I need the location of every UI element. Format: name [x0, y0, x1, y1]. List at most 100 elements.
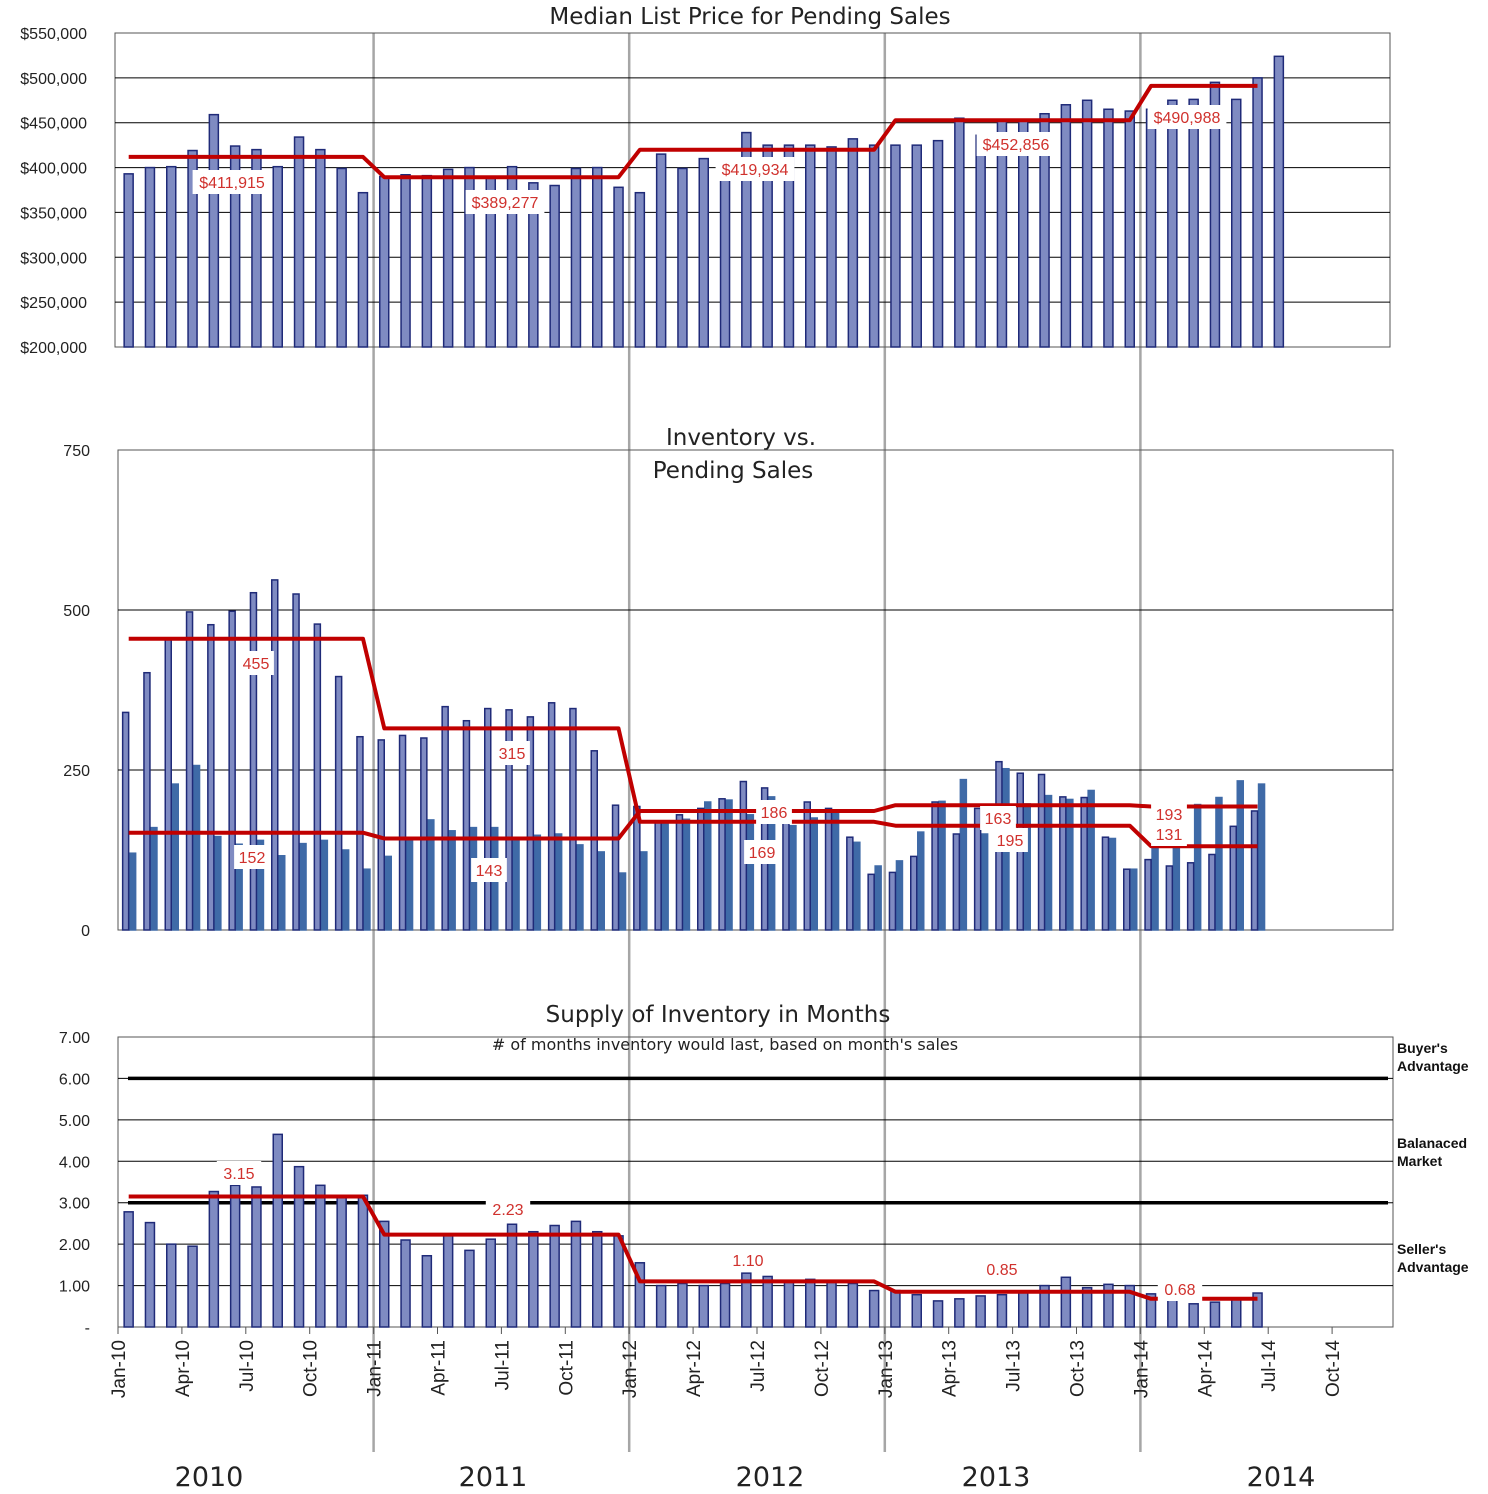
pending-bar — [1087, 789, 1095, 931]
inventory-bar — [547, 702, 556, 931]
pending-bar — [959, 778, 968, 931]
price-y-tick-label: $450,000 — [20, 116, 87, 133]
price-bar — [1103, 108, 1114, 348]
price-bar — [1167, 99, 1178, 348]
supply-bar — [357, 1194, 369, 1328]
supply-bar — [528, 1230, 539, 1328]
average-label-box — [1157, 1277, 1203, 1301]
supply-y-tick-label: - — [85, 1320, 90, 1337]
x-tick-label: Oct-10 — [301, 1340, 322, 1397]
average-label-text: 186 — [761, 805, 788, 822]
price-y-tick-label: $400,000 — [20, 161, 87, 178]
price-bar — [400, 173, 411, 348]
price-bar — [932, 139, 944, 348]
average-label-text: 195 — [997, 833, 1024, 850]
supply-bar — [251, 1186, 262, 1328]
pending-bar — [1044, 794, 1053, 931]
inventory-bar — [185, 611, 194, 931]
x-tick-label: Apr-14 — [1195, 1340, 1216, 1397]
inventory-bar — [398, 734, 407, 931]
average-label-box — [976, 132, 1056, 156]
inventory-average-label: 315 — [494, 741, 530, 765]
supply-bar — [1252, 1292, 1263, 1328]
supply-bar — [570, 1220, 582, 1328]
average-label-text: 131 — [1156, 827, 1183, 844]
x-tick-label: Jan-12 — [620, 1340, 641, 1398]
supply-bar — [592, 1230, 603, 1328]
supply-bar — [719, 1282, 731, 1328]
x-tick-label: Jul-10 — [237, 1340, 258, 1392]
inventory-bar — [420, 737, 428, 931]
inventory-bar — [143, 671, 151, 931]
price-bar — [954, 117, 965, 348]
supply-bar — [464, 1249, 475, 1328]
inventory-bar — [1080, 796, 1088, 931]
supply-bar — [187, 1245, 198, 1328]
inventory-bar — [803, 801, 811, 931]
price-bar — [336, 167, 347, 348]
pending-bar — [640, 851, 648, 931]
price-bar — [1145, 108, 1157, 348]
price-bar — [890, 144, 901, 348]
inventory-bar — [910, 855, 918, 931]
supply-bar — [1103, 1283, 1114, 1328]
price-bar — [464, 166, 475, 348]
pending-bar — [597, 851, 605, 931]
inventory-bar — [1229, 825, 1237, 931]
pending-bar — [363, 868, 371, 931]
average-label-text: 163 — [985, 811, 1012, 828]
pending-bar — [150, 826, 158, 931]
inventory-bar — [334, 675, 343, 931]
price-bar — [762, 144, 773, 348]
supply-bar — [741, 1272, 752, 1328]
pending-bar — [831, 812, 840, 931]
price-average-label: $419,934 — [715, 157, 795, 181]
supply-bar — [868, 1289, 880, 1328]
x-tick-label: Jan-10 — [109, 1340, 130, 1398]
price-bar — [1124, 110, 1135, 348]
average-label-text: 2.23 — [492, 1202, 523, 1219]
inventory-chart-title-line1: Inventory vs. — [666, 425, 816, 451]
inventory-bar — [1059, 796, 1067, 931]
inventory-bar — [164, 638, 172, 931]
inventory-bar — [271, 579, 279, 931]
inventory-bar — [1037, 773, 1046, 931]
inventory-y-tick-label: 250 — [63, 763, 90, 780]
supply-bar — [1060, 1276, 1072, 1328]
average-label-box — [979, 1257, 1025, 1281]
average-label-box — [485, 1197, 531, 1221]
x-tick-label: Oct-11 — [556, 1340, 577, 1396]
pending-bar — [341, 849, 350, 931]
year-label: 2013 — [962, 1462, 1031, 1493]
supply-bar — [229, 1184, 241, 1328]
price-bar — [698, 157, 709, 348]
x-tick-label: Apr-12 — [684, 1340, 705, 1397]
average-label-text: 455 — [243, 656, 270, 673]
price-bar — [421, 174, 433, 348]
supply-average-label: 2.23 — [485, 1197, 531, 1221]
inventory-bar — [505, 709, 513, 931]
pending-bar — [512, 839, 520, 931]
pending-bar — [853, 841, 861, 931]
supply-bar — [485, 1238, 496, 1328]
pending-bar — [682, 818, 691, 931]
inventory-bar — [654, 820, 662, 931]
inventory-bar — [1186, 862, 1195, 931]
supply-average-label: 1.10 — [725, 1248, 771, 1272]
inventory-average-label: 455 — [238, 651, 274, 675]
supply-bar — [315, 1184, 326, 1328]
average-label-text: 169 — [749, 845, 776, 862]
average-label-box — [465, 190, 545, 214]
x-tick-label: Apr-13 — [940, 1340, 961, 1397]
x-tick-label: Apr-11 — [429, 1340, 450, 1396]
price-average-label: $411,915 — [192, 170, 272, 194]
supply-bar — [506, 1223, 518, 1328]
price-bar — [1060, 104, 1072, 348]
median-price-chart: Median List Price for Pending Sales $200… — [20, 4, 1391, 357]
price-bar — [166, 165, 177, 348]
average-label-text: 1.10 — [732, 1253, 763, 1270]
zone-label: Market — [1397, 1153, 1442, 1169]
pending-average-label: 143 — [471, 858, 507, 882]
price-bar — [315, 148, 326, 348]
inventory-bar — [824, 807, 833, 931]
